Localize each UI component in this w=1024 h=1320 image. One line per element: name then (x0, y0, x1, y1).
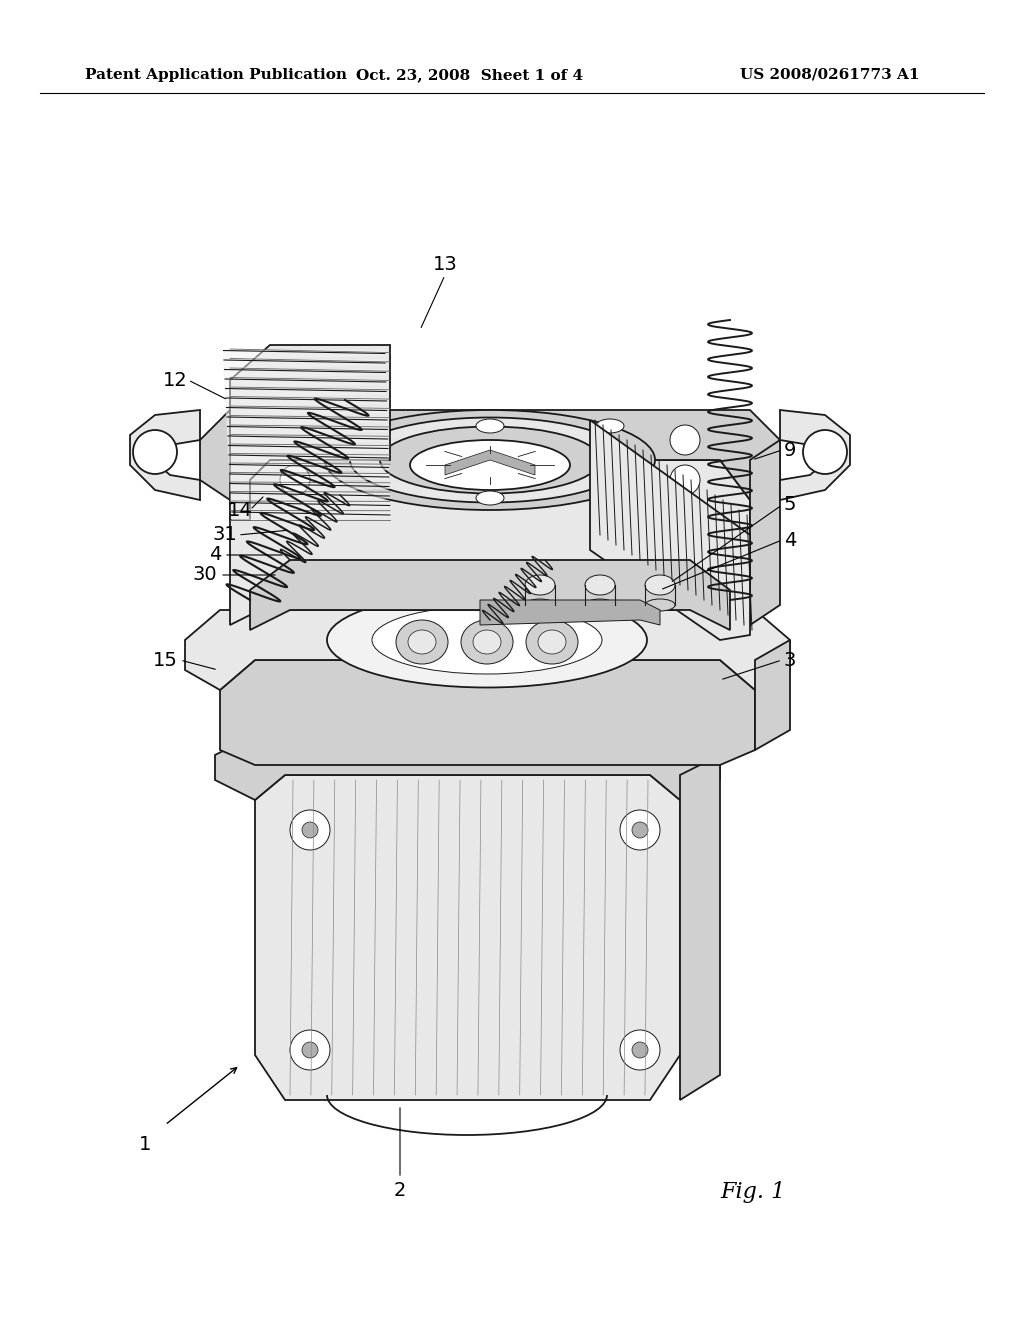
Polygon shape (229, 455, 388, 463)
Polygon shape (200, 411, 780, 500)
Ellipse shape (372, 606, 602, 675)
Circle shape (302, 1041, 318, 1059)
Ellipse shape (538, 630, 566, 653)
Polygon shape (229, 465, 388, 473)
Polygon shape (250, 560, 730, 630)
Polygon shape (230, 345, 390, 520)
Circle shape (670, 465, 700, 495)
Ellipse shape (585, 599, 615, 611)
Circle shape (620, 810, 660, 850)
Polygon shape (680, 755, 720, 1100)
Text: 4: 4 (783, 531, 797, 549)
Ellipse shape (408, 630, 436, 653)
Text: 1: 1 (139, 1135, 152, 1155)
Polygon shape (223, 351, 385, 359)
Polygon shape (225, 379, 386, 387)
Polygon shape (230, 459, 750, 624)
Polygon shape (480, 601, 660, 624)
Ellipse shape (645, 576, 675, 595)
Text: US 2008/0261773 A1: US 2008/0261773 A1 (740, 69, 920, 82)
Text: 14: 14 (227, 500, 252, 520)
Ellipse shape (396, 620, 449, 664)
Polygon shape (228, 436, 388, 444)
Circle shape (803, 430, 847, 474)
Polygon shape (227, 417, 387, 425)
Text: 15: 15 (153, 651, 177, 669)
Polygon shape (255, 775, 680, 1100)
Circle shape (670, 425, 700, 455)
Polygon shape (227, 426, 387, 434)
Polygon shape (226, 408, 387, 416)
Ellipse shape (350, 417, 630, 503)
Polygon shape (224, 360, 385, 368)
Text: 4: 4 (209, 545, 221, 565)
Circle shape (280, 425, 310, 455)
Ellipse shape (380, 426, 600, 494)
Text: 9: 9 (783, 441, 797, 459)
Polygon shape (228, 446, 388, 454)
Polygon shape (231, 492, 389, 502)
Circle shape (290, 1030, 330, 1071)
Text: Oct. 23, 2008  Sheet 1 of 4: Oct. 23, 2008 Sheet 1 of 4 (356, 69, 584, 82)
Ellipse shape (645, 599, 675, 611)
Polygon shape (224, 370, 385, 378)
Ellipse shape (585, 576, 615, 595)
Text: 2: 2 (394, 1180, 407, 1200)
Text: 13: 13 (432, 256, 458, 275)
Circle shape (302, 822, 318, 838)
Circle shape (280, 465, 310, 495)
Text: 31: 31 (213, 525, 238, 544)
Ellipse shape (461, 620, 513, 664)
Ellipse shape (476, 418, 504, 433)
Ellipse shape (476, 491, 504, 506)
Ellipse shape (473, 630, 501, 653)
Text: 30: 30 (193, 565, 217, 585)
Circle shape (133, 430, 177, 474)
Polygon shape (185, 610, 790, 690)
Polygon shape (230, 483, 389, 491)
Ellipse shape (327, 593, 647, 688)
Polygon shape (750, 440, 780, 624)
Text: Fig. 1: Fig. 1 (720, 1181, 785, 1203)
Text: Patent Application Publication: Patent Application Publication (85, 69, 347, 82)
Ellipse shape (325, 411, 655, 510)
Polygon shape (590, 420, 750, 640)
Circle shape (290, 810, 330, 850)
Polygon shape (231, 503, 390, 511)
Text: 3: 3 (783, 651, 797, 669)
Polygon shape (230, 474, 389, 482)
Polygon shape (130, 411, 200, 500)
Polygon shape (445, 450, 535, 475)
Polygon shape (220, 660, 755, 766)
Polygon shape (225, 388, 386, 396)
Ellipse shape (526, 620, 578, 664)
Polygon shape (215, 735, 720, 800)
Circle shape (632, 822, 648, 838)
Text: 5: 5 (783, 495, 797, 515)
Ellipse shape (596, 418, 624, 433)
Ellipse shape (356, 418, 384, 433)
Polygon shape (226, 399, 386, 407)
Circle shape (632, 1041, 648, 1059)
Polygon shape (755, 640, 790, 750)
Ellipse shape (525, 576, 555, 595)
Text: 12: 12 (163, 371, 187, 389)
Polygon shape (232, 512, 390, 520)
Ellipse shape (525, 599, 555, 611)
Ellipse shape (410, 440, 570, 490)
Circle shape (620, 1030, 660, 1071)
Polygon shape (780, 411, 850, 500)
